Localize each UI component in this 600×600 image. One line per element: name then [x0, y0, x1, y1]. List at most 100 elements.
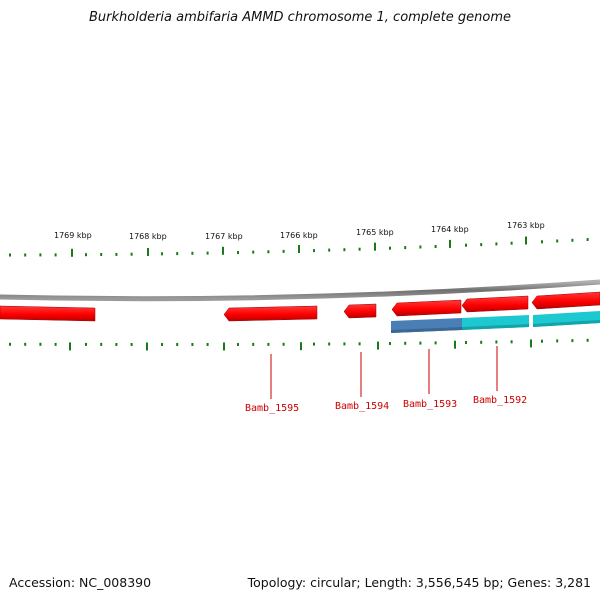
gene-arrow[interactable]: [0, 305, 96, 322]
ruler-minor-tick: [54, 253, 57, 257]
ruler-minor-tick: [54, 342, 57, 346]
ruler-major-tick: [298, 245, 300, 253]
ruler-label: 1765 kbp: [356, 228, 394, 237]
ruler-lower: [9, 338, 589, 351]
ruler-major-tick: [222, 246, 224, 255]
feature-block-blue-shadow: [391, 327, 462, 333]
ruler-minor-tick: [237, 343, 239, 346]
footer-genome-info: Topology: circular; Length: 3,556,545 bp…: [247, 575, 591, 590]
ruler-minor-tick: [510, 241, 513, 245]
ruler-minor-tick: [9, 342, 11, 346]
gene-arrow[interactable]: [531, 291, 600, 310]
ruler-minor-tick: [571, 339, 574, 343]
ruler-minor-tick: [495, 242, 498, 246]
feature-block-cyan-shadow: [462, 324, 529, 330]
ruler-minor-tick: [85, 342, 87, 346]
ruler-minor-tick: [206, 343, 209, 346]
gene-track-forward: [0, 291, 600, 322]
ruler-minor-tick: [495, 340, 498, 344]
gene-label[interactable]: Bamb_1594: [335, 401, 389, 412]
ruler-minor-tick: [115, 343, 118, 346]
ruler-minor-tick: [419, 245, 422, 249]
ruler-minor-tick: [176, 343, 179, 346]
ruler-minor-tick: [556, 239, 559, 243]
ruler-major-tick: [530, 339, 532, 348]
ruler-minor-tick: [267, 342, 270, 346]
ruler-minor-tick: [100, 253, 103, 256]
ruler-minor-tick: [161, 252, 163, 256]
ruler-minor-tick: [404, 341, 407, 345]
gene-arrow[interactable]: [461, 295, 529, 313]
ruler-minor-tick: [465, 341, 467, 344]
ruler-major-tick: [525, 236, 527, 245]
ruler-minor-tick: [328, 342, 331, 346]
ruler-minor-tick: [282, 249, 285, 253]
ruler-major-tick: [449, 239, 451, 248]
ruler-minor-tick: [9, 253, 11, 257]
ruler-minor-tick: [115, 252, 118, 256]
ruler-minor-tick: [541, 240, 543, 244]
ruler-minor-tick: [24, 253, 27, 257]
gene-label[interactable]: Bamb_1593: [403, 399, 457, 410]
footer-accession: Accession: NC_008390: [9, 575, 152, 590]
ruler-minor-tick: [252, 250, 255, 254]
ruler-minor-tick: [556, 339, 559, 343]
ruler-minor-tick: [510, 340, 513, 344]
gene-arrow[interactable]: [223, 305, 318, 322]
ruler-label: 1769 kbp: [54, 231, 92, 240]
ruler-label: 1764 kbp: [431, 225, 469, 234]
ruler-minor-tick: [282, 342, 285, 346]
gene-label[interactable]: Bamb_1592: [473, 395, 527, 406]
ruler-minor-tick: [313, 342, 315, 346]
feature-block-cyan-shadow: [533, 320, 600, 327]
ruler-minor-tick: [571, 238, 574, 242]
ruler-minor-tick: [465, 243, 467, 247]
ruler-upper: 1769 kbp 1768 kbp 1767 kbp 1766 kbp 1765…: [9, 221, 589, 257]
ruler-minor-tick: [191, 343, 194, 346]
ruler-minor-tick: [176, 252, 179, 256]
ruler-major-tick: [69, 342, 71, 351]
chromosome-backbone: [0, 279, 600, 302]
ruler-label: 1763 kbp: [507, 221, 545, 230]
ruler-minor-tick: [343, 248, 346, 252]
ruler-minor-tick: [313, 249, 315, 253]
ruler-minor-tick: [541, 339, 543, 343]
ruler-minor-tick: [419, 341, 422, 345]
gene-arrow[interactable]: [343, 303, 377, 319]
ruler-minor-tick: [130, 343, 133, 346]
ruler-minor-tick: [237, 251, 239, 254]
ruler-minor-tick: [389, 342, 391, 345]
ruler-minor-tick: [434, 245, 437, 248]
ruler-major-tick: [71, 248, 73, 257]
gene-labels: Bamb_1595 Bamb_1594 Bamb_1593 Bamb_1592: [245, 346, 527, 414]
ruler-minor-tick: [328, 248, 331, 252]
gene-label[interactable]: Bamb_1595: [245, 403, 299, 414]
ruler-minor-tick: [343, 342, 346, 346]
ruler-minor-tick: [434, 341, 437, 345]
ruler-minor-tick: [100, 342, 103, 346]
ruler-minor-tick: [39, 253, 42, 257]
ruler-major-tick: [300, 342, 302, 351]
ruler-minor-tick: [389, 246, 391, 250]
ruler-minor-tick: [480, 340, 483, 344]
gene-arrow[interactable]: [391, 299, 462, 317]
ruler-minor-tick: [586, 338, 589, 342]
ruler-label: 1767 kbp: [205, 232, 243, 241]
ruler-major-tick: [377, 341, 379, 350]
ruler-minor-tick: [39, 342, 42, 346]
ruler-minor-tick: [358, 342, 361, 346]
ruler-minor-tick: [358, 247, 361, 251]
ruler-minor-tick: [191, 251, 194, 255]
ruler-minor-tick: [206, 251, 209, 255]
ruler-major-tick: [223, 342, 225, 351]
ruler-minor-tick: [480, 243, 483, 247]
ruler-minor-tick: [267, 250, 270, 254]
ruler-minor-tick: [130, 252, 133, 256]
ruler-minor-tick: [586, 238, 589, 241]
ruler-major-tick: [146, 342, 148, 351]
ruler-minor-tick: [161, 343, 163, 346]
ruler-minor-tick: [24, 342, 27, 346]
ruler-label: 1766 kbp: [280, 231, 318, 240]
